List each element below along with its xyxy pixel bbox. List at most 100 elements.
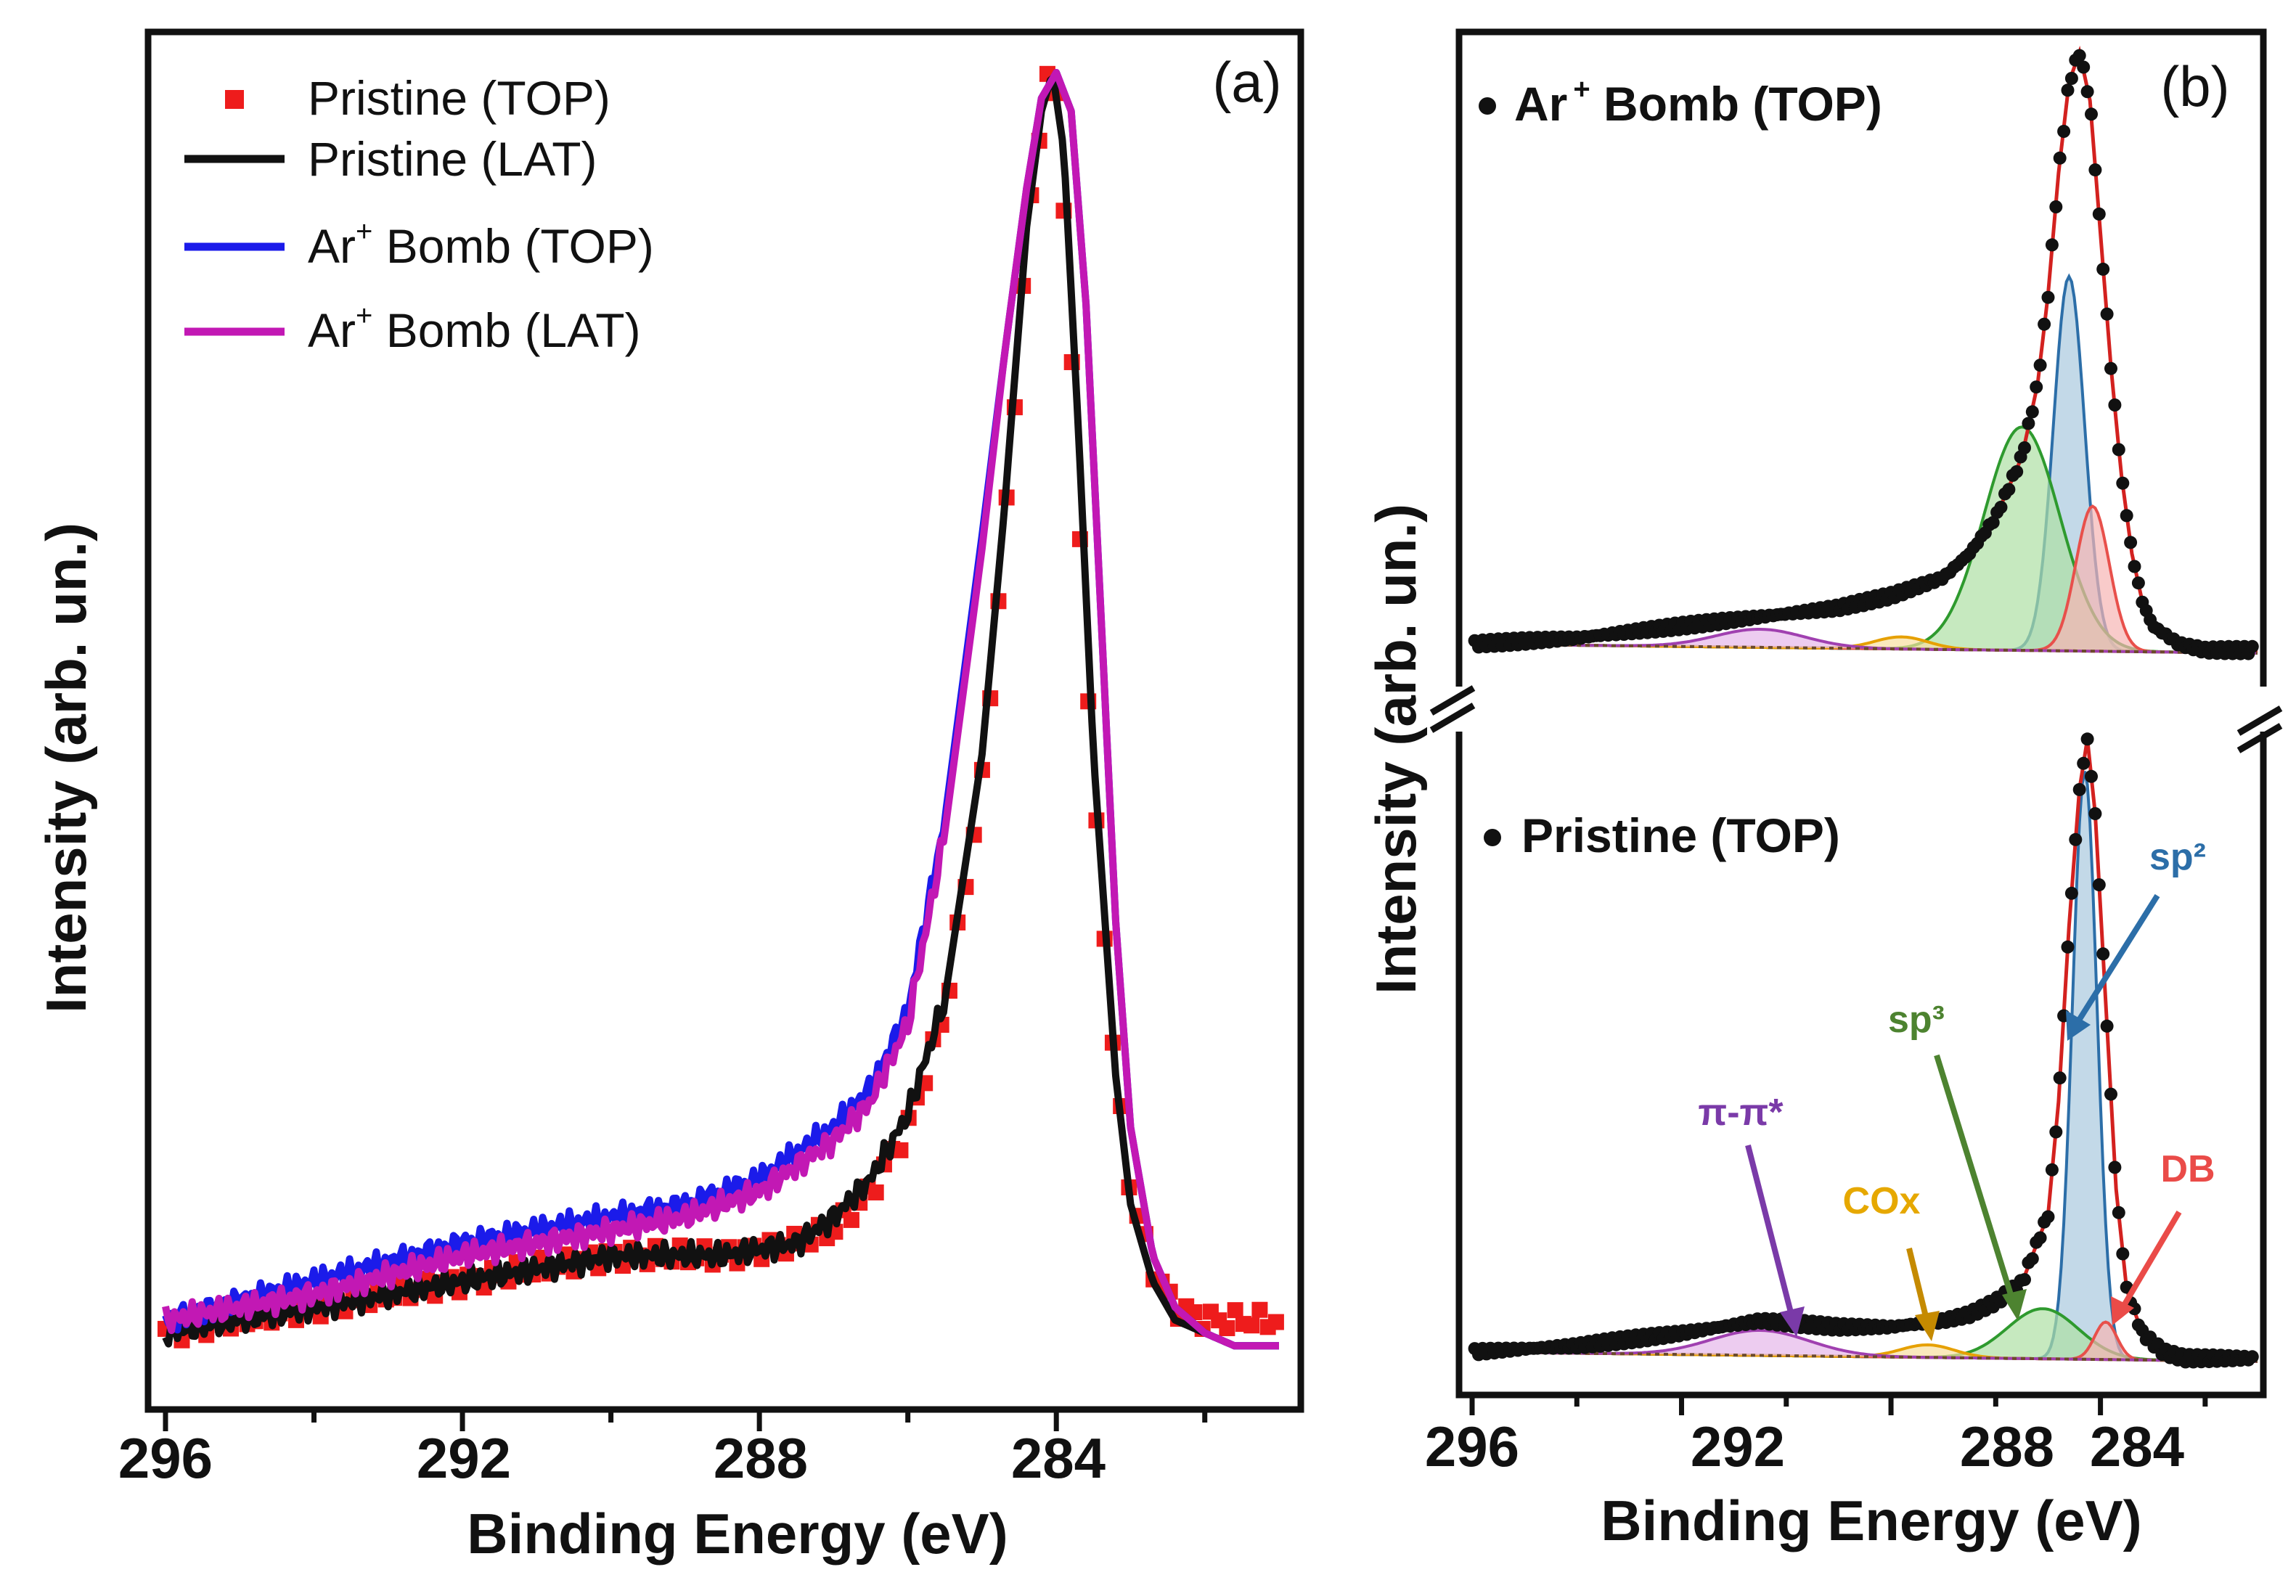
panel-a-tick-label: 284 (1011, 1426, 1106, 1490)
annotation-db-arrowhead (2111, 1296, 2134, 1325)
component-sp3-fill (1472, 1309, 2258, 1362)
data-point (2033, 1231, 2047, 1245)
data-point (2085, 107, 2098, 121)
data-point (2072, 49, 2086, 62)
annotation-sp2-arrowhead (2066, 1010, 2091, 1041)
annotation-sp3-arrowhead (2002, 1289, 2027, 1321)
data-point-square (843, 1211, 859, 1228)
axis-break-left (1429, 685, 1476, 733)
data-point (2245, 1350, 2259, 1364)
data-point (2045, 238, 2059, 252)
component-sp3-line (1472, 425, 2258, 655)
data-point (2002, 483, 2016, 496)
data-point (2025, 1252, 2039, 1266)
component--fill (1472, 1330, 2258, 1362)
data-point (2025, 405, 2039, 419)
legend-label-pristine-lat: Pristine (LAT) (308, 132, 597, 186)
data-point (2104, 1087, 2117, 1101)
spectrum-label-bullet (1484, 829, 1501, 846)
fit-envelope (1471, 45, 2258, 652)
annotation-db: DB (2111, 1148, 2215, 1325)
data-point (2131, 576, 2145, 590)
data-point (2092, 207, 2106, 221)
axis-break-right (2236, 705, 2283, 753)
annotation-db-label: DB (2160, 1148, 2215, 1190)
data-point (2077, 756, 2091, 770)
data-point (2092, 878, 2106, 892)
data-point (2112, 1206, 2125, 1219)
data-point (2128, 1302, 2141, 1316)
panel-a-tick-label: 296 (118, 1426, 213, 1490)
data-point (2049, 200, 2063, 213)
data-point (2100, 1019, 2114, 1033)
data-point (2128, 560, 2141, 573)
annotation-sp3-arrow (1934, 1054, 2015, 1301)
data-point (2088, 807, 2102, 821)
data-point (2112, 443, 2125, 457)
data-point (2033, 359, 2047, 372)
legend-label-ar-rest: Bomb (LAT) (372, 303, 640, 357)
spectrum-label-ar-sup: + (1573, 73, 1590, 105)
legend-label-ar-bomb-top: Ar+ Bomb (TOP) (308, 216, 654, 273)
data-point (2096, 262, 2110, 276)
data-point-square (1227, 1302, 1243, 1319)
data-point-square (892, 1142, 909, 1158)
data-point (2116, 1247, 2130, 1261)
data-point (2108, 1161, 2122, 1174)
data-point (2080, 732, 2094, 746)
panel-b-label: (b) (2160, 54, 2229, 118)
annotation-sp3-label: sp³ (1888, 999, 1945, 1041)
data-point (1994, 500, 2008, 514)
panel-b-ticks (1469, 1395, 2208, 1415)
data-point (1986, 516, 2000, 529)
panel-a-y-axis-title: Intensity (arb. un.) (34, 523, 98, 1013)
panel-a-tick-label: 292 (417, 1426, 511, 1490)
data-point (2120, 509, 2133, 523)
data-point (2096, 947, 2110, 961)
data-point (2072, 782, 2086, 796)
data-point (2085, 769, 2098, 783)
data-point (2049, 1125, 2063, 1139)
annotation-cox-label: COx (1843, 1180, 1921, 1222)
data-point (2116, 476, 2130, 490)
panel-a-legend: Pristine (TOP) Pristine (LAT) Ar+ Bomb (… (184, 71, 654, 357)
annotation-pi-pi-star-label: π-π* (1698, 1092, 1784, 1134)
data-point (2061, 940, 2075, 954)
panel-a-label: (a) (1212, 50, 1281, 114)
data-point (2069, 832, 2083, 846)
data-point (2045, 1163, 2059, 1176)
panel-a-series (158, 65, 1284, 1350)
data-point (2041, 1210, 2055, 1224)
data-point (2038, 317, 2051, 331)
data-point (2088, 163, 2102, 177)
annotation-cox: COx (1843, 1180, 1940, 1341)
panel-b-tick-label: 296 (1425, 1415, 1519, 1478)
spectrum-label-bullet (1479, 97, 1496, 115)
legend-label-ar-main: Ar (308, 219, 356, 273)
data-point (2064, 72, 2078, 85)
data-point-square (1219, 1319, 1235, 1336)
panel-a-frame (144, 28, 1304, 1413)
spectrum-label-ar-main: Ar (1514, 77, 1567, 131)
series-pristine-lat-line (162, 74, 1280, 1350)
panel-b: 296 292 288 284 Binding Energy (eV) Inte… (1364, 28, 2283, 1552)
panel-a-tick-label: 288 (714, 1426, 808, 1490)
panel-a-x-axis-title: Binding Energy (eV) (467, 1502, 1008, 1566)
annotation-pi-pi-star: π-π* (1698, 1092, 1805, 1337)
data-point-square (867, 1184, 884, 1200)
legend-label-ar-sup: + (356, 216, 372, 247)
data-point (2245, 639, 2259, 653)
data-point (2104, 361, 2117, 375)
data-point (2041, 290, 2055, 304)
spectrum-label-ar-bomb-top: Ar + Bomb (TOP) (1514, 73, 1882, 131)
data-point-square (1267, 1314, 1284, 1330)
annotation-sp3: sp³ (1888, 999, 2027, 1321)
spectrum-label-pristine-top: Pristine (TOP) (1521, 809, 1840, 862)
data-point (2064, 886, 2078, 900)
background-baseline (1471, 642, 2258, 655)
data-point-square (1243, 1317, 1260, 1334)
panel-b-frame (1455, 28, 2267, 1399)
data-point (2018, 1273, 2031, 1287)
data-point (2053, 151, 2067, 165)
